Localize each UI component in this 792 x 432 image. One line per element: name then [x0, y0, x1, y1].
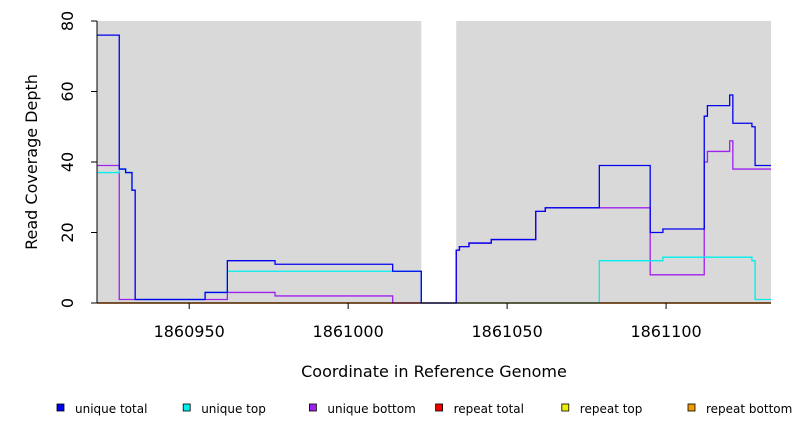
- legend-swatch-unique-total: [56, 403, 65, 412]
- legend-label-unique-top: unique top: [201, 402, 266, 416]
- legend-label-unique-bottom: unique bottom: [327, 402, 415, 416]
- y-tick-label: 0: [58, 298, 77, 308]
- legend-swatch-repeat-top: [561, 403, 570, 412]
- legend-swatch-unique-top: [182, 403, 191, 412]
- y-tick-label: 20: [58, 222, 77, 242]
- y-tick-label: 60: [58, 81, 77, 101]
- legend-swatch-repeat-total: [435, 403, 444, 412]
- y-tick-label: 80: [58, 11, 77, 31]
- x-axis-title: Coordinate in Reference Genome: [301, 362, 567, 381]
- legend-label-repeat-bottom: repeat bottom: [706, 402, 792, 416]
- legend-label-repeat-total: repeat total: [454, 402, 524, 416]
- plot-background-2: [456, 21, 771, 303]
- x-tick-label: 1861100: [630, 322, 701, 341]
- legend-swatch-repeat-bottom: [687, 403, 696, 412]
- plot-area: [97, 21, 771, 303]
- series-unique-total: [97, 34, 771, 304]
- legend-swatch-unique-bottom: [308, 403, 317, 412]
- x-tick-label: 1861000: [313, 322, 384, 341]
- y-axis-title: Read Coverage Depth: [22, 74, 41, 250]
- legend-label-unique-total: unique total: [75, 402, 147, 416]
- plot-background-1: [97, 21, 422, 303]
- y-tick-label: 40: [58, 152, 77, 172]
- legend-label-repeat-top: repeat top: [580, 402, 643, 416]
- legend: unique total unique top unique bottom repea…: [56, 402, 792, 416]
- x-tick-label: 1861050: [471, 322, 542, 341]
- axes: 0 20 40 60 80 1860950 1861000 1861050 1861100: [58, 11, 771, 341]
- x-tick-label: 1860950: [154, 322, 225, 341]
